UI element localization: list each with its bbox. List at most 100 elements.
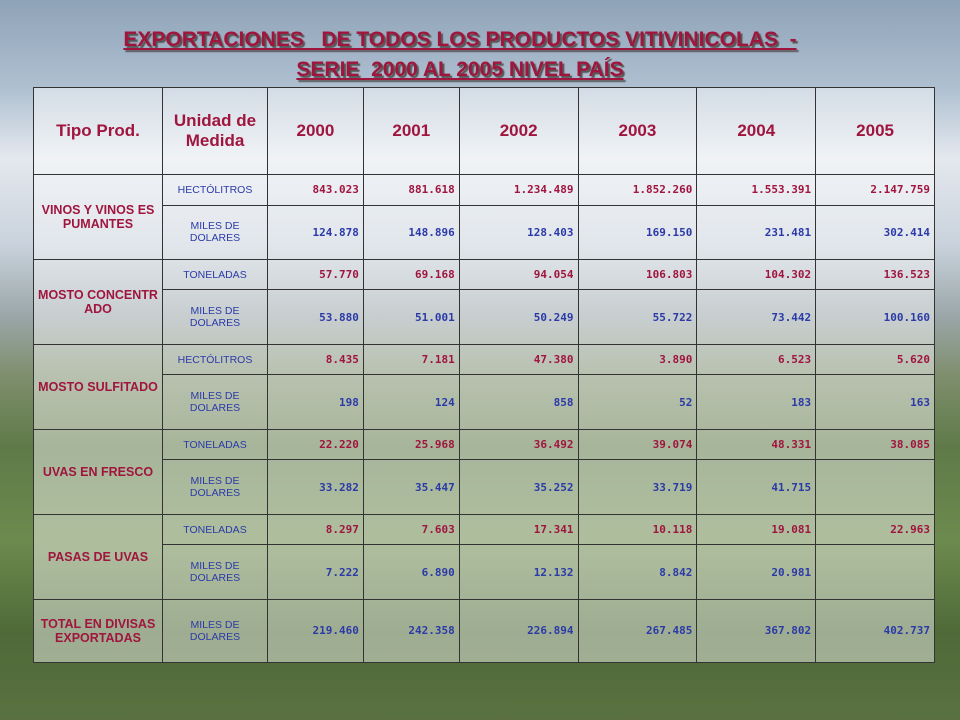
cell: 106.803 <box>577 258 698 291</box>
cell: 169.150 <box>577 204 698 260</box>
unit: MILES DE DOLARES <box>162 544 268 600</box>
row: MILES DE DOLARES 7.222 6.890 12.132 8.842 20.… <box>34 544 935 600</box>
cell: 136.523 <box>815 258 935 291</box>
cell: 48.331 <box>696 428 817 461</box>
cell: 242.358 <box>362 598 460 664</box>
unit: HECTÓLITROS <box>162 174 268 206</box>
row: MILES DE DOLARES 53.880 51.001 50.249 55.722… <box>34 289 935 345</box>
cell: 8.842 <box>577 544 698 600</box>
cell: 2.147.759 <box>815 174 935 206</box>
column-header: 2004 <box>696 87 817 175</box>
title: SERIE 2000 AL 2005 NIVEL PAÍS <box>296 58 624 81</box>
cell: 19.081 <box>696 513 817 546</box>
cell: 267.485 <box>577 598 698 664</box>
cell: 128.403 <box>458 204 579 260</box>
cell: 8.435 <box>267 343 364 376</box>
cell: 100.160 <box>815 289 935 345</box>
cell: 1.234.489 <box>458 174 579 206</box>
cell: 1.553.391 <box>696 174 817 206</box>
cell: 858 <box>458 374 579 430</box>
cell: 47.380 <box>458 343 579 376</box>
cell: 302.414 <box>815 204 935 260</box>
cell: 3.890 <box>577 343 698 376</box>
product: TOTAL EN DIVISAS EXPORTADAS <box>33 598 163 664</box>
cell: 6.523 <box>696 343 817 376</box>
cell: 5.620 <box>815 343 935 376</box>
row: UVAS EN FRESCO TONELADAS 22.220 25.968 36.49… <box>33 428 935 515</box>
cell: 50.249 <box>458 289 579 345</box>
column-header: Unidad de Medida <box>162 87 268 175</box>
cell: 20.981 <box>696 544 817 600</box>
cell: 51.001 <box>362 289 460 345</box>
cell: 25.968 <box>362 428 460 461</box>
cell: 10.118 <box>577 513 698 546</box>
cell: 148.896 <box>362 204 460 260</box>
unit: MILES DE DOLARES <box>162 374 268 430</box>
cell: 183 <box>696 374 817 430</box>
column-header: 2003 <box>577 87 698 175</box>
unit: MILES DE DOLARES <box>162 289 268 345</box>
product: MOSTO CONCENTRADO <box>33 258 163 345</box>
cell: 7.222 <box>267 544 364 600</box>
cell: 6.890 <box>362 544 460 600</box>
row: MILES DE DOLARES 124.878 148.896 128.403 169… <box>34 204 935 260</box>
cell: 39.074 <box>577 428 698 461</box>
cell: 57.770 <box>267 258 364 291</box>
cell: 22.220 <box>267 428 364 461</box>
column-header: 2005 <box>815 87 935 175</box>
product: MOSTO SULFITADO <box>33 343 163 430</box>
cell: 73.442 <box>696 289 817 345</box>
cell: 35.252 <box>458 459 579 515</box>
cell: 843.023 <box>267 174 364 206</box>
cell: 7.603 <box>362 513 460 546</box>
table: Tipo Prod. Unidad de Medida 2000 2001 2002 20… <box>33 87 935 664</box>
unit: TONELADAS <box>162 258 268 291</box>
unit: TONELADAS <box>162 428 268 461</box>
cell: 124.878 <box>267 204 364 260</box>
cell: 33.282 <box>267 459 364 515</box>
cell <box>815 459 935 515</box>
row: MOSTO SULFITADO HECTÓLITROS 8.435 7.181 47.3… <box>33 343 935 430</box>
title: EXPORTACIONES DE TODOS LOS PRODUCTOS VIT… <box>123 28 797 51</box>
unit: MILES DE DOLARES <box>162 598 268 664</box>
cell: 104.302 <box>696 258 817 291</box>
cell: 198 <box>267 374 364 430</box>
row: PASAS DE UVAS TONELADAS 8.297 7.603 17.341 10… <box>33 513 935 600</box>
cell: 7.181 <box>362 343 460 376</box>
column-header: 2001 <box>362 87 460 175</box>
cell: 55.722 <box>577 289 698 345</box>
row: MILES DE DOLARES 33.282 35.447 35.252 33.719… <box>34 459 935 515</box>
product: VINOS Y VINOS ESPUMANTES <box>33 174 163 260</box>
product: UVAS EN FRESCO <box>33 428 163 515</box>
cell: 124 <box>362 374 460 430</box>
cell: 38.085 <box>815 428 935 461</box>
cell: 94.054 <box>458 258 579 291</box>
row: MILES DE DOLARES 198 124 858 52 183 163 <box>34 374 935 430</box>
cell: 1.852.260 <box>577 174 698 206</box>
cell: 69.168 <box>362 258 460 291</box>
cell: 36.492 <box>458 428 579 461</box>
cell: 881.618 <box>362 174 460 206</box>
header-row: Tipo Prod. Unidad de Medida 2000 2001 2002 20… <box>33 87 935 175</box>
cell: 8.297 <box>267 513 364 546</box>
cell: 219.460 <box>267 598 364 664</box>
row: MOSTO CONCENTRADO TONELADAS 57.770 69.168 94… <box>33 258 935 345</box>
column-header: Tipo Prod. <box>33 87 163 175</box>
cell: 226.894 <box>458 598 579 664</box>
unit: MILES DE DOLARES <box>162 459 268 515</box>
column-header: 2002 <box>458 87 579 175</box>
unit: TONELADAS <box>162 513 268 546</box>
cell: 35.447 <box>362 459 460 515</box>
cell: 231.481 <box>696 204 817 260</box>
product: PASAS DE UVAS <box>33 513 163 600</box>
cell <box>815 544 935 600</box>
cell: 12.132 <box>458 544 579 600</box>
cell: 22.963 <box>815 513 935 546</box>
row: VINOS Y VINOS ESPUMANTES HECTÓLITROS 843.0… <box>33 174 935 260</box>
column-header: 2000 <box>267 87 364 175</box>
cell: 163 <box>815 374 935 430</box>
unit: HECTÓLITROS <box>162 343 268 376</box>
unit: MILES DE DOLARES <box>162 204 268 260</box>
cell: 33.719 <box>577 459 698 515</box>
